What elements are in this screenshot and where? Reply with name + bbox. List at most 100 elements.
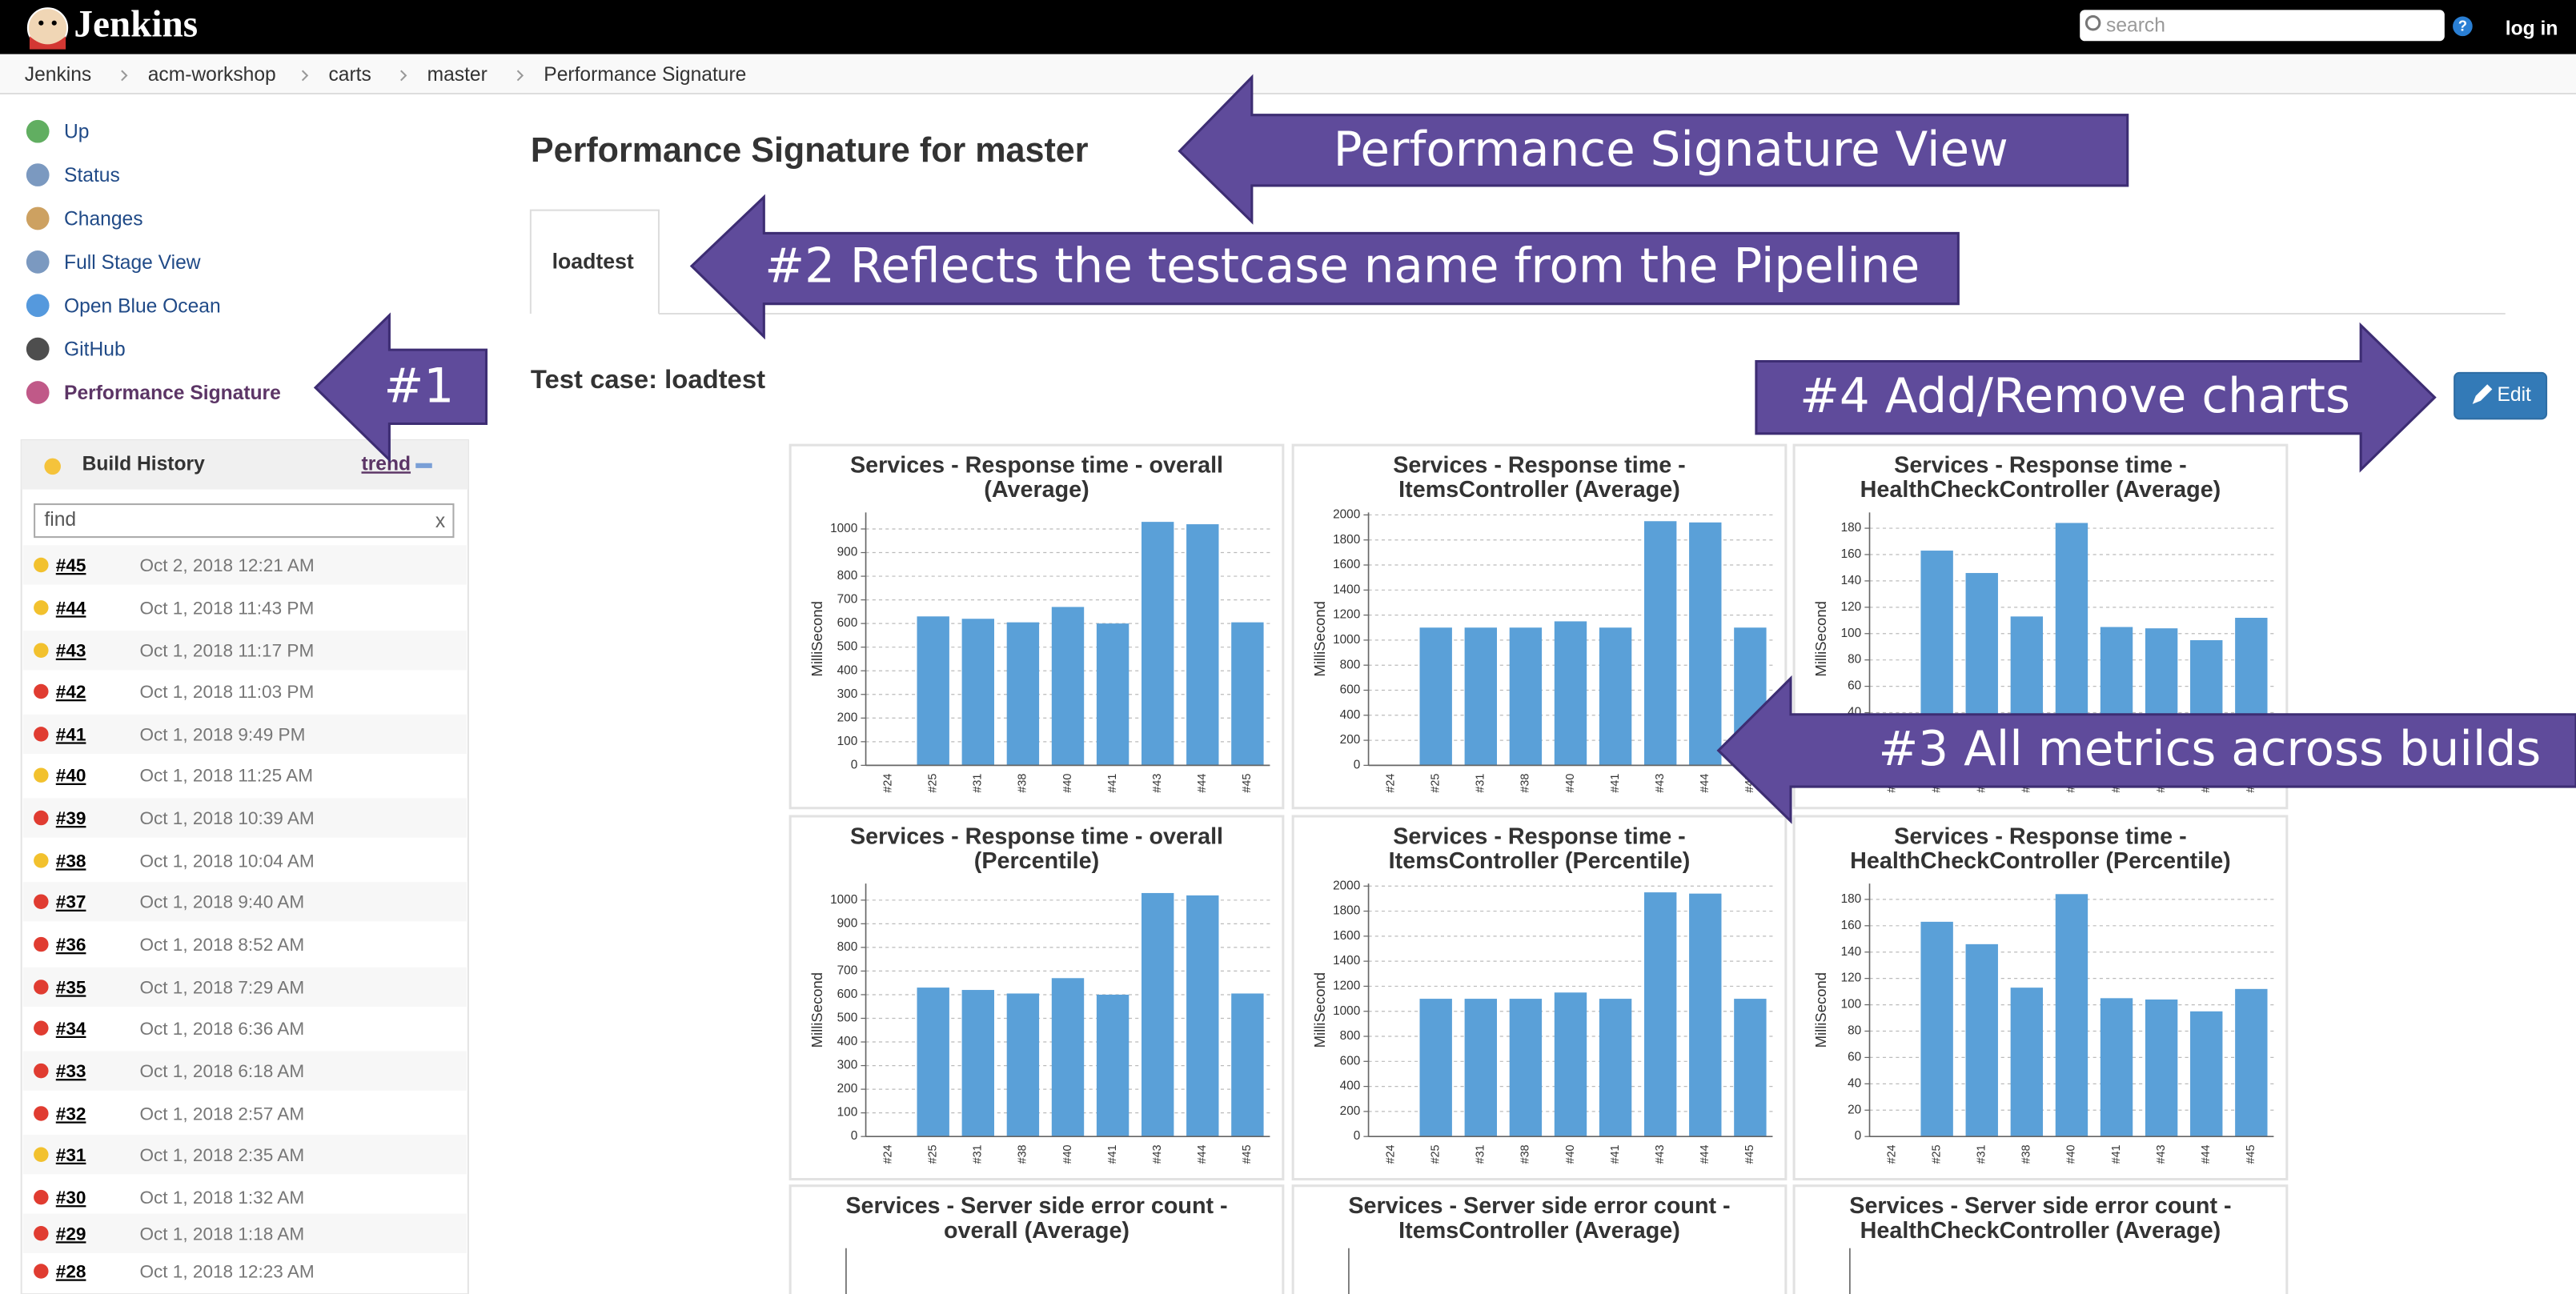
y-tick-label: 100: [1841, 998, 1862, 1012]
sidebar-link[interactable]: GitHub: [64, 339, 126, 361]
build-date: Oct 1, 2018 11:43 PM: [139, 598, 314, 618]
x-tick-label: #45: [1241, 774, 1254, 793]
page-title: Performance Signature for master: [531, 131, 1089, 170]
build-history-title: Build History: [82, 453, 205, 475]
chart-panel: [788, 1184, 1285, 1294]
x-tick-label: #24: [881, 774, 894, 793]
x-tick-label: #45: [1743, 1144, 1756, 1164]
annotation-arrow: [1178, 74, 2129, 225]
y-tick-label: 500: [837, 640, 858, 654]
build-status: [34, 1063, 49, 1079]
breadcrumb[interactable]: acm-workshop: [148, 64, 276, 86]
bar: [1231, 622, 1264, 766]
bar: [1141, 522, 1174, 766]
search-icon: [2084, 14, 2101, 31]
y-tick-label: 2000: [1333, 879, 1360, 892]
build-number[interactable]: #45: [56, 555, 86, 575]
x-tick-label: #40: [2065, 1144, 2078, 1164]
build-number[interactable]: #43: [56, 641, 86, 661]
y-tick-label: 200: [837, 1082, 858, 1096]
x-tick-label: #38: [1519, 1144, 1532, 1164]
y-axis-label: MilliSecond: [1812, 601, 1829, 676]
tab-label[interactable]: loadtest: [552, 249, 634, 273]
sidebar-link[interactable]: Performance Signature: [64, 383, 281, 404]
login-link[interactable]: log in: [2506, 18, 2558, 39]
build-status: [34, 980, 49, 995]
build-number[interactable]: #42: [56, 682, 86, 702]
sidebar-link[interactable]: Status: [64, 165, 120, 186]
build-number[interactable]: #44: [56, 598, 86, 618]
y-tick-label: 600: [1340, 683, 1361, 697]
bar: [2190, 1011, 2223, 1137]
chart-title: Services - Response time -: [1393, 823, 1686, 849]
build-number[interactable]: #28: [56, 1261, 86, 1281]
chart-title: Services - Response time -: [1894, 452, 2187, 478]
tab[interactable]: [529, 209, 660, 314]
build-number[interactable]: #35: [56, 977, 86, 997]
x-tick-label: #44: [1699, 774, 1711, 793]
filter-clear[interactable]: x: [435, 511, 446, 532]
breadcrumb-separator: [400, 70, 407, 82]
bar: [1006, 993, 1040, 1137]
build-status: [34, 1106, 49, 1121]
breadcrumb[interactable]: master: [427, 64, 488, 86]
filter-input[interactable]: [34, 503, 455, 539]
breadcrumb[interactable]: carts: [328, 64, 371, 86]
sidebar-link[interactable]: Full Stage View: [64, 252, 201, 274]
sidebar-link[interactable]: Up: [64, 122, 89, 143]
bar: [1051, 978, 1085, 1137]
x-tick-label: #40: [1564, 1144, 1577, 1164]
edit-button[interactable]: [2454, 371, 2548, 420]
x-tick-label: #43: [1654, 1144, 1667, 1164]
edit-label[interactable]: Edit: [2497, 384, 2531, 406]
build-status: [34, 853, 49, 868]
x-tick-label: #38: [1017, 774, 1029, 793]
build-date: Oct 1, 2018 10:04 AM: [139, 851, 314, 871]
bar: [1186, 524, 1219, 766]
build-number[interactable]: #33: [56, 1061, 86, 1081]
logo-text[interactable]: Jenkins: [74, 4, 198, 46]
sidebar-link[interactable]: Changes: [64, 209, 143, 230]
bar: [1419, 999, 1452, 1137]
filter-placeholder[interactable]: find: [44, 509, 76, 531]
build-number[interactable]: #34: [56, 1019, 86, 1039]
bar: [917, 988, 949, 1137]
build-number[interactable]: #39: [56, 808, 86, 828]
y-tick-label: 400: [1340, 708, 1361, 722]
build-row: [22, 545, 467, 585]
y-tick-label: 200: [837, 711, 858, 724]
bar: [961, 990, 994, 1137]
bar: [2235, 988, 2268, 1137]
build-number[interactable]: #29: [56, 1224, 86, 1244]
breadcrumb[interactable]: Jenkins: [25, 64, 91, 86]
x-tick-label: #44: [1699, 1144, 1711, 1164]
build-number[interactable]: #32: [56, 1104, 86, 1124]
search-placeholder[interactable]: search: [2106, 14, 2165, 36]
sidebar-link[interactable]: Open Blue Ocean: [64, 295, 221, 317]
build-number[interactable]: #38: [56, 851, 86, 871]
x-tick-label: #25: [927, 1144, 940, 1164]
build-number[interactable]: #40: [56, 766, 86, 786]
x-tick-label: #41: [1609, 774, 1622, 793]
y-tick-label: 100: [837, 735, 858, 748]
build-number[interactable]: #37: [56, 892, 86, 912]
y-tick-label: 1600: [1333, 558, 1360, 571]
build-number[interactable]: #31: [56, 1145, 86, 1165]
sidebar-icon: [26, 119, 50, 143]
y-tick-label: 1000: [1333, 633, 1360, 647]
chart-title: Services - Response time - overall: [850, 823, 1223, 849]
search-box[interactable]: [2080, 10, 2445, 42]
build-number[interactable]: #30: [56, 1188, 86, 1208]
build-number[interactable]: #36: [56, 935, 86, 955]
bar: [1965, 943, 1998, 1137]
y-tick-label: 0: [1354, 758, 1361, 771]
x-tick-label: #45: [2245, 1144, 2257, 1164]
build-number[interactable]: #41: [56, 724, 86, 744]
help-icon[interactable]: [2453, 16, 2473, 37]
breadcrumb[interactable]: Performance Signature: [544, 64, 746, 86]
bar: [1554, 992, 1587, 1137]
trend-icon[interactable]: [415, 463, 432, 468]
build-date: Oct 1, 2018 1:32 AM: [139, 1188, 304, 1208]
build-status: [34, 600, 49, 615]
y-tick-label: 160: [1841, 919, 1862, 932]
